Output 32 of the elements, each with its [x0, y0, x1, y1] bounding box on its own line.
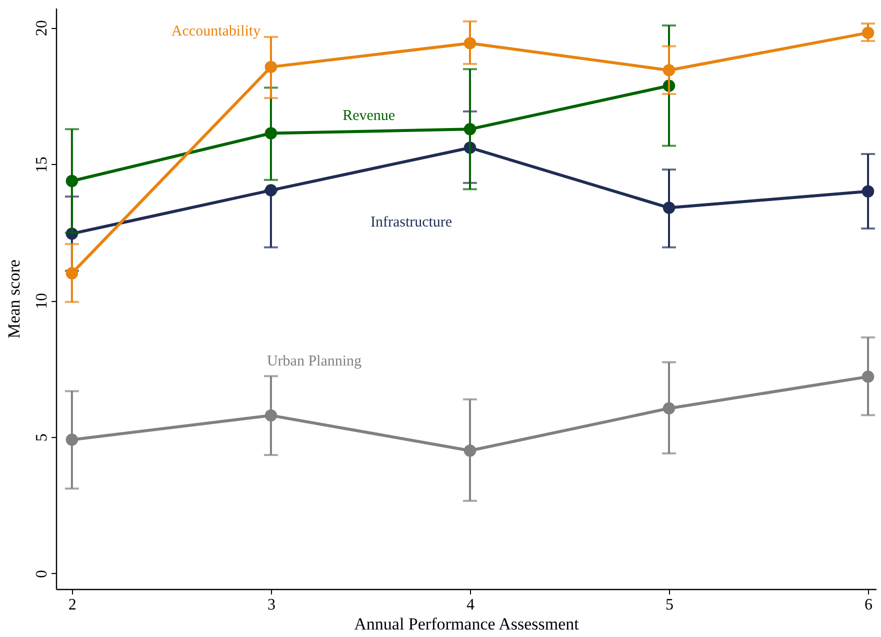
x-tick-label: 5	[666, 596, 674, 614]
y-axis-title: Mean score	[4, 260, 24, 338]
series-label: Revenue	[342, 108, 396, 124]
point	[264, 127, 278, 140]
point	[464, 444, 476, 457]
series-label: Accountability	[171, 23, 262, 40]
y-tick-label: 20	[34, 20, 50, 36]
y-tick-label: 15	[34, 156, 50, 173]
y-tick-label: 10	[34, 293, 50, 310]
point	[662, 64, 676, 76]
point	[66, 267, 78, 280]
point	[662, 402, 676, 414]
point	[264, 184, 278, 196]
x-tick-label: 6	[864, 596, 873, 614]
point	[264, 409, 278, 422]
x-tick-label: 2	[68, 596, 76, 614]
point	[464, 123, 476, 136]
y-tick-label: 5	[34, 433, 50, 442]
x-axis-title: Annual Performance Assessment	[354, 614, 580, 634]
point	[662, 202, 676, 214]
point	[66, 434, 78, 446]
point	[862, 370, 874, 383]
point	[66, 174, 78, 188]
point	[862, 26, 874, 39]
x-tick-label: 3	[267, 596, 276, 614]
text: Urban Planning	[266, 354, 362, 370]
text: Infrastructure	[370, 214, 452, 230]
point	[264, 60, 278, 74]
x-tick-label: 4	[466, 596, 474, 614]
point	[862, 185, 874, 198]
point	[464, 37, 476, 50]
y-tick-label: 0	[34, 570, 50, 578]
